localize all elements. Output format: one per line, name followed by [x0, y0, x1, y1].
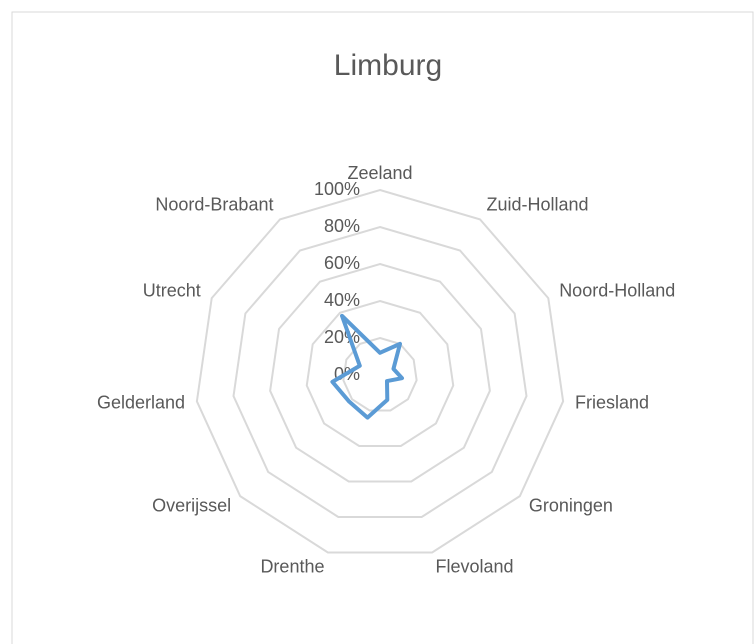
category-label: Noord-Holland: [559, 280, 675, 300]
category-label: Noord-Brabant: [155, 195, 273, 215]
grid-ring: [232, 225, 528, 519]
grid-ring: [269, 262, 491, 483]
grid-ring: [342, 336, 418, 412]
grid-ring: [305, 299, 455, 448]
tick-label: 100%: [314, 179, 360, 199]
category-label: Utrecht: [143, 280, 201, 300]
tick-label: 40%: [324, 290, 360, 310]
category-label: Zuid-Holland: [487, 195, 589, 215]
tick-label: 60%: [324, 253, 360, 273]
category-label: Zeeland: [347, 163, 412, 183]
category-label: Overijssel: [152, 495, 231, 515]
chart-border: [11, 11, 754, 644]
category-label: Groningen: [529, 495, 613, 515]
category-label: Friesland: [575, 392, 649, 412]
category-label: Drenthe: [260, 557, 324, 577]
category-label: Flevoland: [436, 557, 514, 577]
tick-label: 80%: [324, 216, 360, 236]
chart-title: Limburg: [334, 49, 442, 82]
grid-ring: [195, 188, 565, 554]
category-label: Gelderland: [97, 392, 185, 412]
series-line: [330, 313, 404, 420]
